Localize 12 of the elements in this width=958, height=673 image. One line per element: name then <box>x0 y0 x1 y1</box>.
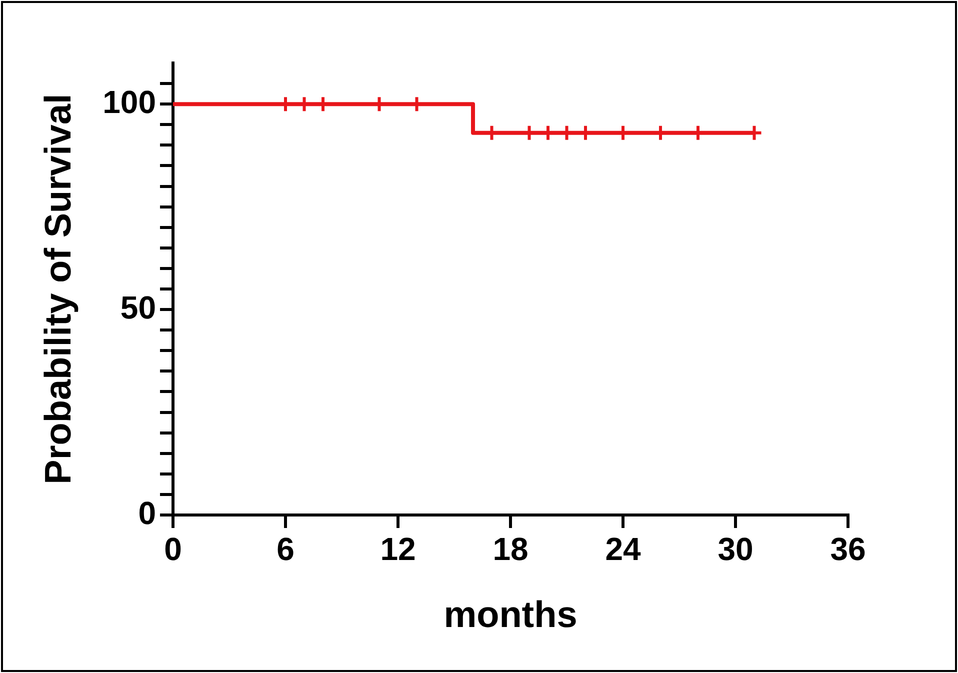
x-tick-label: 12 <box>380 531 416 568</box>
y-tick-label: 0 <box>138 494 156 531</box>
x-tick-label: 36 <box>830 531 866 568</box>
y-axis-title: Probability of Survival <box>37 94 78 484</box>
y-tick-label: 100 <box>102 84 156 120</box>
x-tick-label: 18 <box>492 531 528 568</box>
x-tick-label: 30 <box>718 531 754 568</box>
x-axis-title: months <box>444 594 578 636</box>
x-tick-label: 24 <box>605 531 641 568</box>
x-tick-label: 6 <box>276 531 294 568</box>
y-tick-label: 50 <box>120 289 156 326</box>
x-tick-label: 0 <box>164 531 182 568</box>
